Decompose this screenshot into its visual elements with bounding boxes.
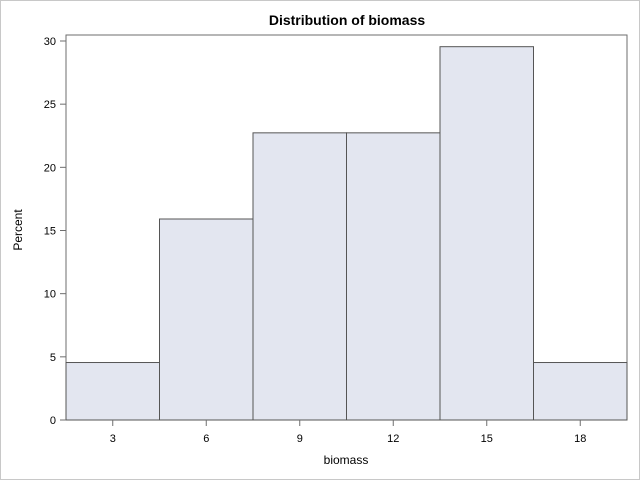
y-tick-label-20: 20	[44, 162, 56, 174]
x-axis-label: biomass	[324, 453, 369, 467]
chart-title: Distribution of biomass	[269, 12, 426, 28]
histogram-bar-1	[159, 218, 254, 421]
y-tick-label-10: 10	[44, 289, 56, 301]
y-axis-label: Percent	[11, 209, 25, 251]
y-tick-label-30: 30	[44, 36, 56, 48]
y-tick-label-0: 0	[50, 415, 56, 427]
histogram-bar-3	[346, 132, 441, 421]
x-axis: 3 6 9 12 15 18	[110, 420, 586, 445]
y-tick-label-25: 25	[44, 99, 56, 111]
x-tick-label-15: 15	[481, 433, 493, 445]
histogram-bar-5	[533, 362, 628, 421]
x-tick-label-9: 9	[297, 433, 303, 445]
x-tick-label-6: 6	[203, 433, 209, 445]
bars-group	[65, 46, 628, 421]
y-axis: 0 5 10 15 20 25 30	[44, 36, 66, 427]
x-tick-label-12: 12	[387, 433, 399, 445]
x-tick-label-18: 18	[574, 433, 586, 445]
y-tick-label-5: 5	[50, 352, 56, 364]
histogram-bar-4	[439, 46, 534, 421]
histogram-bar-2	[252, 132, 347, 421]
y-tick-label-15: 15	[44, 226, 56, 238]
histogram-bar-0	[65, 362, 160, 421]
x-tick-label-3: 3	[110, 433, 116, 445]
